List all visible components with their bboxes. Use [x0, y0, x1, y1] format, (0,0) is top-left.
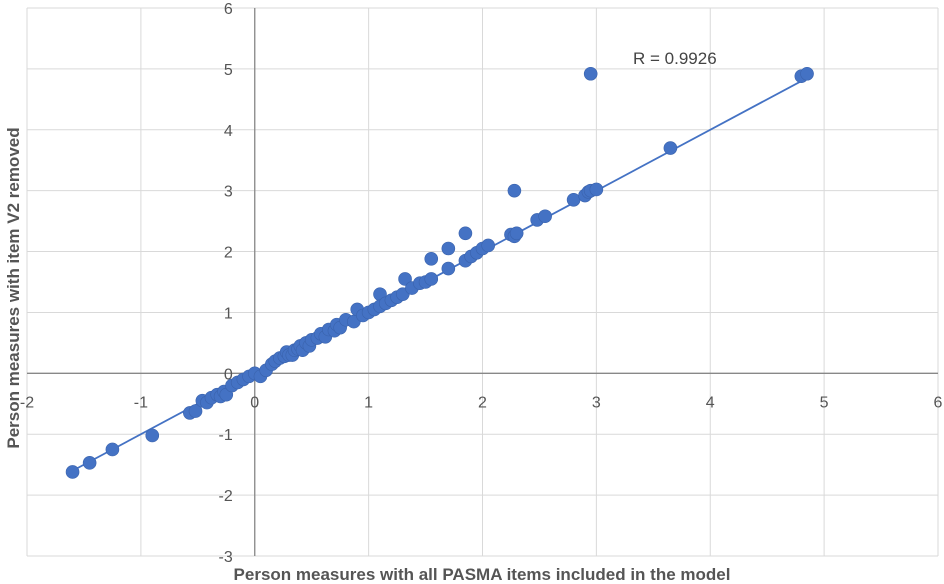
y-tick-label: 4: [224, 123, 233, 140]
y-tick-label: 3: [224, 184, 233, 201]
data-point: [424, 272, 439, 286]
data-point: [65, 465, 80, 479]
data-point: [583, 66, 598, 81]
x-tick-label: -1: [134, 394, 148, 411]
y-tick-label: 2: [224, 245, 233, 262]
tick-labels: -2 -1 0 1 2 3 4 5 6 -3 -2 -1 0 1 2 3 4 5 6: [20, 1, 943, 566]
x-tick-label: 2: [478, 394, 487, 411]
data-point: [441, 241, 456, 256]
data-point: [145, 428, 160, 443]
y-tick-label: -1: [219, 427, 233, 444]
data-point: [188, 404, 203, 418]
data-point: [509, 226, 524, 241]
data-point: [458, 226, 473, 241]
y-tick-label: 1: [224, 305, 233, 322]
gridlines: [26, 7, 939, 557]
x-axis-title: Person measures with all PASMA items inc…: [234, 565, 731, 584]
trendline-group: [72, 77, 808, 472]
x-tick-label: 4: [706, 394, 715, 411]
x-tick-label: 3: [592, 394, 601, 411]
data-point: [589, 182, 604, 197]
data-point: [481, 238, 495, 253]
trendline: [72, 77, 808, 472]
data-point: [538, 209, 552, 224]
r-value-annotation: R = 0.9926: [633, 49, 717, 68]
y-axis-title: Person measures with item V2 removed: [4, 127, 23, 448]
y-tick-label: -3: [219, 549, 233, 566]
x-tick-label: 5: [820, 394, 829, 411]
y-tick-label: 0: [224, 366, 233, 383]
data-point: [507, 183, 522, 198]
x-tick-label: 6: [934, 394, 943, 411]
data-point: [566, 193, 581, 207]
data-point: [105, 442, 120, 457]
y-tick-label: 6: [224, 1, 233, 18]
data-point: [424, 252, 439, 266]
data-points: [65, 66, 814, 479]
axes: [27, 8, 938, 556]
data-point: [441, 261, 456, 276]
data-point: [82, 456, 97, 470]
data-point: [800, 66, 814, 81]
data-point: [398, 272, 412, 286]
x-tick-label: -2: [20, 394, 34, 411]
y-tick-label: -2: [219, 488, 233, 505]
x-tick-label: 0: [250, 394, 259, 411]
y-tick-label: 5: [224, 62, 233, 79]
x-tick-label: 1: [364, 394, 373, 411]
data-point: [663, 141, 678, 155]
